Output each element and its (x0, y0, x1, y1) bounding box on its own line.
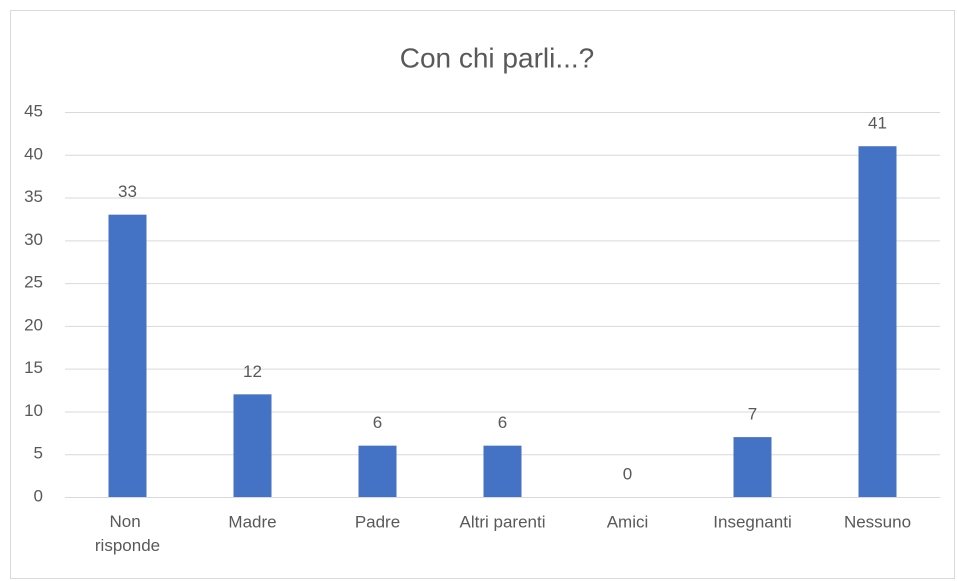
y-tick-label: 15 (24, 358, 43, 377)
y-tick-label: 5 (34, 444, 43, 463)
y-tick-label: 25 (24, 273, 43, 292)
y-tick-label: 20 (24, 315, 43, 334)
bar (858, 146, 897, 497)
data-label: 12 (243, 362, 262, 381)
x-tick-label: Padre (355, 512, 400, 531)
y-tick-label: 10 (24, 401, 43, 420)
bar (358, 445, 397, 497)
bar (483, 445, 522, 497)
x-tick-label: Amici (607, 512, 649, 531)
data-label: 41 (868, 114, 887, 133)
y-tick-label: 35 (24, 187, 43, 206)
y-tick-label: 45 (24, 101, 43, 120)
chart-title: Con chi parli...? (400, 42, 595, 73)
bar (233, 394, 272, 497)
chart-border (10, 10, 955, 579)
x-tick-label: Nessuno (844, 512, 911, 531)
data-label: 7 (748, 405, 757, 424)
x-tick-label: Altri parenti (460, 512, 546, 531)
y-tick-label: 0 (34, 486, 43, 505)
y-tick-label: 40 (24, 144, 43, 163)
x-tick-label: Non risponde (95, 512, 160, 555)
data-label: 6 (498, 413, 507, 432)
data-label: 33 (118, 182, 137, 201)
data-label: 0 (623, 464, 632, 483)
bar (108, 214, 147, 497)
bar (733, 437, 772, 497)
data-label: 6 (373, 413, 382, 432)
x-tick-label: Madre (228, 512, 276, 531)
x-tick-label: Insegnanti (713, 512, 791, 531)
y-tick-label: 30 (24, 230, 43, 249)
